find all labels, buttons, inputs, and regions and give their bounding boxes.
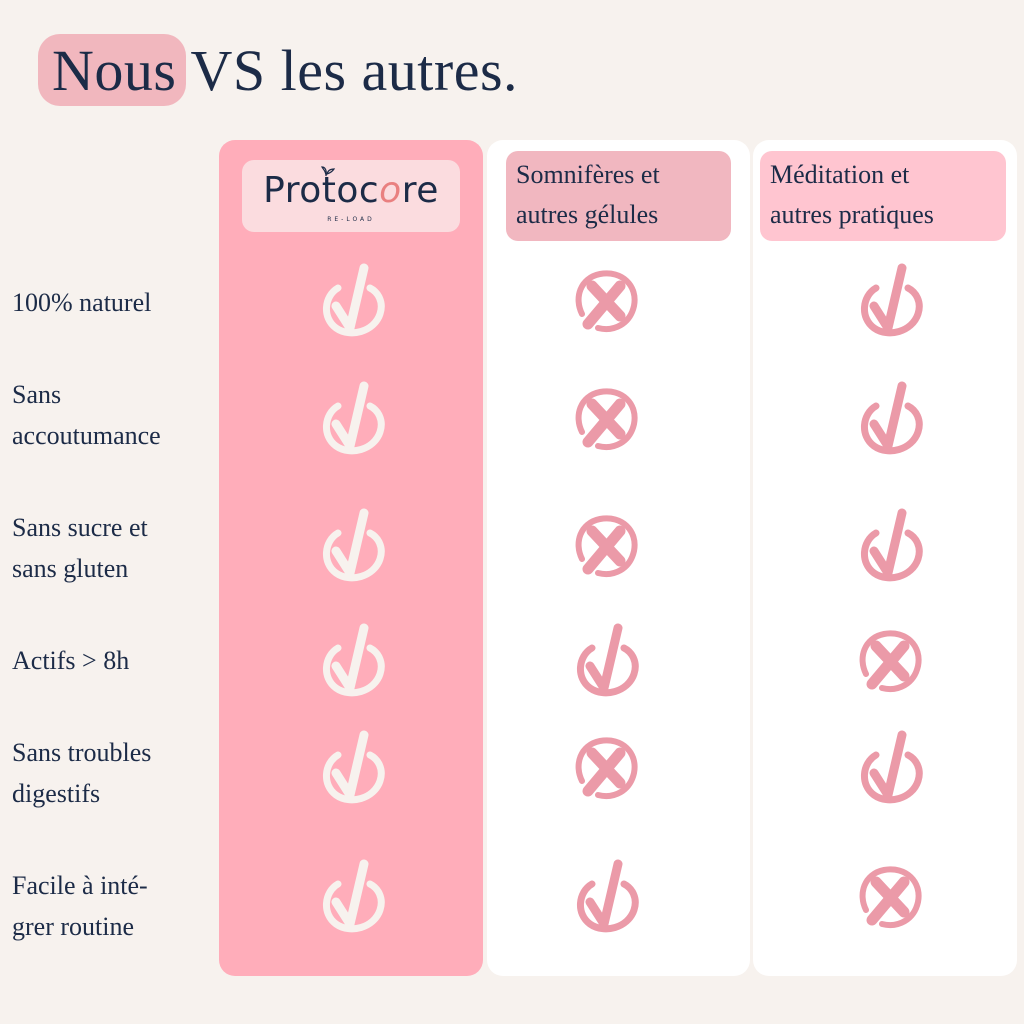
header-somniferes: Somnifères et autres gélules bbox=[506, 151, 731, 241]
row-label-line: Facile à inté- bbox=[12, 871, 148, 900]
check-circle-icon bbox=[316, 380, 386, 456]
cross-circle-icon bbox=[570, 729, 640, 805]
row-label-line: Sans sucre et bbox=[12, 513, 148, 542]
check-circle-icon bbox=[316, 507, 386, 583]
logo-wordmark: Protocore bbox=[263, 170, 439, 211]
check-circle-icon bbox=[854, 729, 924, 805]
check-circle-icon bbox=[570, 858, 640, 934]
check-circle-icon bbox=[854, 507, 924, 583]
row-label-line: 100% naturel bbox=[12, 288, 152, 317]
row-label: Facile à inté-grer routine bbox=[12, 865, 148, 947]
cross-circle-icon bbox=[570, 380, 640, 456]
row-label: Sans sucre et sans gluten bbox=[12, 507, 148, 589]
row-label: Actifs > 8h bbox=[12, 640, 129, 681]
check-circle-icon bbox=[316, 622, 386, 698]
row-label-line: digestifs bbox=[12, 779, 101, 808]
header-line: autres gélules bbox=[516, 200, 659, 229]
row-label: Sans troubles digestifs bbox=[12, 732, 151, 814]
cross-circle-icon bbox=[854, 858, 924, 934]
header-line: autres pratiques bbox=[770, 200, 934, 229]
row-label: Sans accoutumance bbox=[12, 374, 161, 456]
cross-circle-icon bbox=[570, 262, 640, 338]
column-meditation bbox=[753, 140, 1017, 976]
check-circle-icon bbox=[316, 262, 386, 338]
title-rest: VS les autres. bbox=[190, 37, 519, 103]
check-circle-icon bbox=[854, 380, 924, 456]
cross-circle-icon bbox=[854, 622, 924, 698]
row-label-line: sans gluten bbox=[12, 554, 129, 583]
row-label: 100% naturel bbox=[12, 282, 151, 323]
title-highlight: Nous bbox=[38, 34, 187, 106]
row-label-line: Sans troubles bbox=[12, 738, 152, 767]
row-label-line: grer routine bbox=[12, 912, 135, 941]
check-circle-icon bbox=[316, 858, 386, 934]
leaf-icon bbox=[321, 166, 336, 177]
cross-circle-icon bbox=[570, 507, 640, 583]
check-circle-icon bbox=[570, 622, 640, 698]
row-label-line: Actifs > 8h bbox=[12, 646, 130, 675]
check-circle-icon bbox=[316, 729, 386, 805]
header-line: Méditation et bbox=[770, 160, 910, 189]
row-label-line: Sans bbox=[12, 380, 62, 409]
protocore-logo: Protocore RE-LOAD bbox=[242, 160, 460, 232]
logo-subtitle: RE-LOAD bbox=[327, 216, 375, 223]
row-label-line: accoutumance bbox=[12, 421, 161, 450]
page-title: Nous VS les autres. bbox=[38, 34, 518, 106]
header-line: Somnifères et bbox=[516, 160, 660, 189]
header-meditation: Méditation et autres pratiques bbox=[760, 151, 1006, 241]
check-circle-icon bbox=[854, 262, 924, 338]
